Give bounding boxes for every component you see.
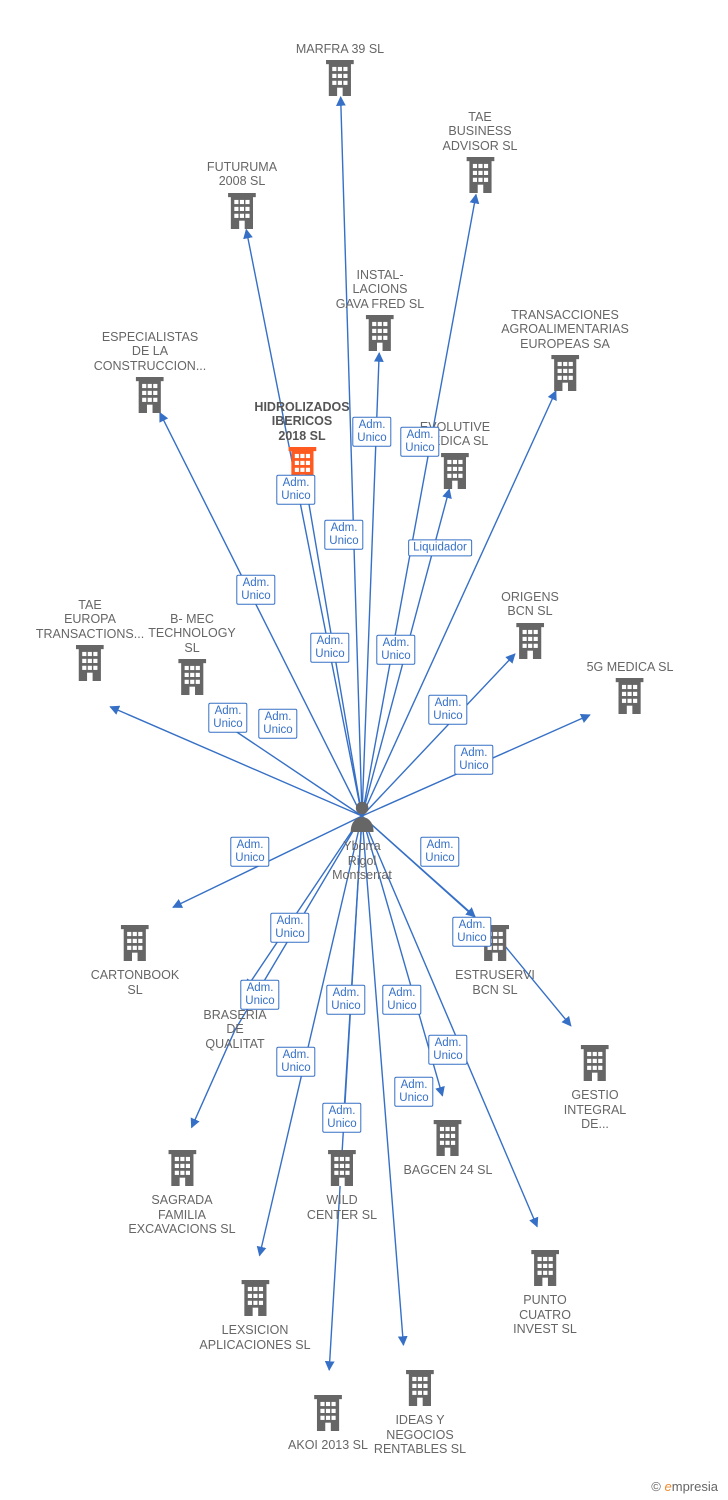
company-label: PUNTO CUATRO INVEST SL	[513, 1293, 577, 1336]
company-node-ideas[interactable]: IDEAS Y NEGOCIOS RENTABLES SL	[374, 1370, 466, 1461]
company-node-futuruma[interactable]: FUTURUMA 2008 SL	[207, 160, 277, 232]
edge-label: Adm.Unico	[276, 475, 315, 505]
company-label: GESTIO INTEGRAL DE...	[564, 1088, 627, 1131]
edge-label: Adm.Unico	[454, 745, 493, 775]
center-person-node[interactable]: Yborra Rigol Montserrat	[332, 800, 392, 883]
building-icon	[548, 355, 582, 391]
company-label: INSTAL- LACIONS GAVA FRED SL	[336, 268, 424, 311]
company-label: TAE EUROPA TRANSACTIONS...	[36, 598, 144, 641]
edge-label: Adm.Unico	[258, 709, 297, 739]
building-icon	[165, 1150, 199, 1186]
edge-label: Adm.Unico	[428, 695, 467, 725]
person-icon	[348, 800, 376, 832]
building-icon	[528, 1250, 562, 1286]
edge-label: Adm.Unico	[236, 575, 275, 605]
building-icon	[133, 377, 167, 413]
company-node-5g[interactable]: 5G MEDICA SL	[587, 660, 674, 718]
company-label: FUTURUMA 2008 SL	[207, 160, 277, 189]
company-node-braseria[interactable]: BRASERIA DE QUALITAT	[203, 1008, 266, 1055]
building-icon	[438, 453, 472, 489]
edge-label: Adm.Unico	[326, 985, 365, 1015]
edge-label: Adm.Unico	[382, 985, 421, 1015]
company-node-hidrolizados[interactable]: HIDROLIZADOS IBERICOS 2018 SL	[254, 400, 349, 487]
building-icon	[73, 645, 107, 681]
building-icon	[238, 1280, 272, 1316]
edge-label: Adm.Unico	[208, 703, 247, 733]
company-label: WILD CENTER SL	[307, 1193, 377, 1222]
company-label: SAGRADA FAMILIA EXCAVACIONS SL	[128, 1193, 235, 1236]
company-node-gestio[interactable]: GESTIO INTEGRAL DE...	[564, 1045, 627, 1136]
company-label: ESPECIALISTAS DE LA CONSTRUCCION...	[94, 330, 207, 373]
company-node-tae_business[interactable]: TAE BUSINESS ADVISOR SL	[442, 110, 517, 197]
edge-label: Adm.Unico	[322, 1103, 361, 1133]
company-label: 5G MEDICA SL	[587, 660, 674, 674]
building-icon	[175, 659, 209, 695]
company-label: MARFRA 39 SL	[296, 42, 384, 56]
company-node-transacciones[interactable]: TRANSACCIONES AGROALIMENTARIAS EUROPEAS …	[501, 308, 629, 395]
edge-label: Adm.Unico	[400, 427, 439, 457]
edge-label: Adm.Unico	[324, 520, 363, 550]
building-icon	[225, 193, 259, 229]
edges-layer	[0, 0, 728, 1500]
edge-label: Adm.Unico	[276, 1047, 315, 1077]
company-node-origens[interactable]: ORIGENS BCN SL	[501, 590, 559, 662]
edge-label: Liquidador	[408, 539, 472, 556]
company-label: IDEAS Y NEGOCIOS RENTABLES SL	[374, 1413, 466, 1456]
company-label: TAE BUSINESS ADVISOR SL	[442, 110, 517, 153]
edge-label: Adm.Unico	[452, 917, 491, 947]
copyright: © empresia	[651, 1479, 718, 1494]
edge-label: Adm.Unico	[230, 837, 269, 867]
edge-label: Adm.Unico	[428, 1035, 467, 1065]
company-label: CARTONBOOK SL	[91, 968, 179, 997]
edge-label: Adm.Unico	[376, 635, 415, 665]
company-label: AKOI 2013 SL	[288, 1438, 368, 1452]
company-node-bagcen[interactable]: BAGCEN 24 SL	[404, 1120, 493, 1182]
company-label: TRANSACCIONES AGROALIMENTARIAS EUROPEAS …	[501, 308, 629, 351]
edge-label: Adm.Unico	[240, 980, 279, 1010]
company-node-tae_europa[interactable]: TAE EUROPA TRANSACTIONS...	[36, 598, 144, 685]
copyright-symbol: ©	[651, 1479, 661, 1494]
company-node-sagrada[interactable]: SAGRADA FAMILIA EXCAVACIONS SL	[128, 1150, 235, 1241]
company-node-punto[interactable]: PUNTO CUATRO INVEST SL	[513, 1250, 577, 1341]
company-node-marfra[interactable]: MARFRA 39 SL	[296, 42, 384, 100]
edge-label: Adm.Unico	[352, 417, 391, 447]
company-label: HIDROLIZADOS IBERICOS 2018 SL	[254, 400, 349, 443]
building-icon	[431, 1120, 465, 1156]
brand-e: e	[665, 1479, 672, 1494]
company-node-cartonbook[interactable]: CARTONBOOK SL	[91, 925, 179, 1001]
building-icon	[463, 157, 497, 193]
building-icon	[613, 678, 647, 714]
edge-label: Adm.Unico	[394, 1077, 433, 1107]
company-node-install[interactable]: INSTAL- LACIONS GAVA FRED SL	[336, 268, 424, 355]
company-label: LEXSICION APLICACIONES SL	[199, 1323, 310, 1352]
company-node-lexsicion[interactable]: LEXSICION APLICACIONES SL	[199, 1280, 310, 1356]
brand-rest: mpresia	[672, 1479, 718, 1494]
diagram-canvas: Yborra Rigol Montserrat MARFRA 39 SL TAE …	[0, 0, 728, 1500]
building-icon	[325, 1150, 359, 1186]
edge-label: Adm.Unico	[270, 913, 309, 943]
company-label: BRASERIA DE QUALITAT	[203, 1008, 266, 1051]
company-node-bmec[interactable]: B- MEC TECHNOLOGY SL	[148, 612, 236, 699]
edge-label: Adm.Unico	[310, 633, 349, 663]
building-icon	[323, 60, 357, 96]
building-icon	[403, 1370, 437, 1406]
company-node-wild[interactable]: WILD CENTER SL	[307, 1150, 377, 1226]
building-icon	[118, 925, 152, 961]
company-label: BAGCEN 24 SL	[404, 1163, 493, 1177]
company-label: ESTRUSERVI BCN SL	[455, 968, 535, 997]
company-node-akoi[interactable]: AKOI 2013 SL	[288, 1395, 368, 1457]
company-label: B- MEC TECHNOLOGY SL	[148, 612, 236, 655]
edge-label: Adm.Unico	[420, 837, 459, 867]
company-label: ORIGENS BCN SL	[501, 590, 559, 619]
center-person-label: Yborra Rigol Montserrat	[332, 839, 392, 882]
building-icon	[363, 315, 397, 351]
company-node-especialistas[interactable]: ESPECIALISTAS DE LA CONSTRUCCION...	[94, 330, 207, 417]
building-icon	[311, 1395, 345, 1431]
building-icon	[578, 1045, 612, 1081]
building-icon	[513, 623, 547, 659]
